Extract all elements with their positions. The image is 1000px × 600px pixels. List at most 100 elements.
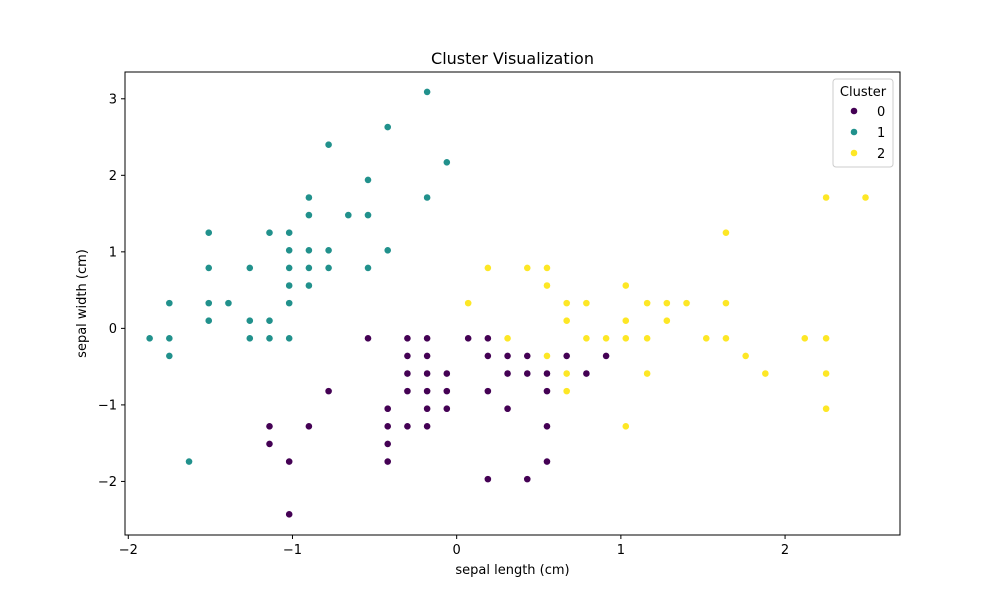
data-point-cluster-2 — [543, 264, 551, 272]
data-point-cluster-1 — [423, 193, 432, 202]
data-point-cluster-2 — [800, 334, 809, 343]
data-point-cluster-2 — [822, 334, 831, 343]
data-point-cluster-0 — [523, 369, 532, 378]
data-point-cluster-2 — [464, 299, 473, 308]
data-point-cluster-0 — [503, 369, 512, 378]
data-point-cluster-2 — [483, 264, 492, 272]
data-point-cluster-2 — [722, 334, 730, 343]
y-tick-label: 0 — [109, 322, 117, 337]
data-point-cluster-2 — [582, 299, 591, 308]
data-point-cluster-1 — [265, 334, 274, 343]
data-point-cluster-0 — [383, 422, 392, 431]
x-tick-label: −2 — [119, 543, 138, 558]
data-point-cluster-0 — [403, 387, 412, 396]
data-point-cluster-2 — [621, 334, 630, 343]
data-point-cluster-0 — [383, 404, 392, 413]
data-point-cluster-1 — [245, 334, 254, 343]
data-point-cluster-0 — [423, 352, 432, 360]
y-tick-label: 2 — [109, 169, 117, 184]
legend-marker-cluster-1 — [850, 128, 858, 136]
data-point-cluster-0 — [383, 440, 392, 448]
legend-label-cluster-1: 1 — [877, 126, 885, 141]
y-axis-label: sepal width (cm) — [75, 249, 90, 358]
data-point-cluster-1 — [324, 140, 333, 149]
data-point-cluster-1 — [364, 211, 372, 220]
x-tick-label: −1 — [283, 543, 302, 558]
data-point-cluster-2 — [722, 228, 730, 237]
data-point-cluster-0 — [423, 334, 432, 343]
data-point-cluster-1 — [304, 281, 313, 290]
data-point-cluster-0 — [403, 352, 412, 360]
data-point-cluster-0 — [543, 422, 551, 431]
data-point-cluster-0 — [285, 510, 294, 519]
data-point-cluster-0 — [423, 422, 432, 431]
data-point-cluster-2 — [643, 369, 652, 378]
data-point-cluster-0 — [442, 404, 451, 413]
legend-label-cluster-0: 0 — [877, 105, 885, 120]
data-point-cluster-0 — [464, 334, 473, 343]
data-point-cluster-0 — [503, 404, 512, 413]
data-point-cluster-0 — [285, 457, 294, 466]
data-point-cluster-0 — [304, 422, 313, 431]
data-point-cluster-0 — [523, 352, 532, 360]
data-point-cluster-2 — [761, 369, 770, 378]
data-point-cluster-1 — [442, 158, 451, 167]
data-point-cluster-2 — [562, 387, 571, 396]
data-point-cluster-2 — [662, 299, 671, 308]
data-point-cluster-2 — [822, 369, 831, 378]
data-point-cluster-1 — [383, 246, 392, 255]
legend-box — [832, 78, 894, 168]
data-point-cluster-1 — [185, 457, 193, 466]
data-point-cluster-1 — [285, 246, 294, 255]
data-point-cluster-0 — [383, 457, 392, 466]
data-point-cluster-1 — [285, 281, 294, 290]
data-point-cluster-0 — [503, 352, 512, 360]
data-point-cluster-1 — [204, 316, 213, 325]
data-point-cluster-2 — [662, 316, 671, 325]
data-point-cluster-1 — [204, 264, 213, 272]
points-layer — [145, 88, 870, 519]
data-point-cluster-1 — [285, 228, 294, 237]
y-axis: −2 −1 0 1 2 3 — [98, 92, 125, 490]
x-tick-label: 2 — [781, 543, 789, 558]
y-tick-label: 3 — [109, 92, 117, 107]
data-point-cluster-1 — [383, 123, 392, 131]
x-axis-label: sepal length (cm) — [455, 563, 569, 578]
data-point-cluster-1 — [423, 88, 432, 96]
data-point-cluster-1 — [285, 334, 294, 343]
data-point-cluster-0 — [562, 352, 571, 360]
data-point-cluster-2 — [682, 299, 691, 308]
legend-title: Cluster — [840, 85, 887, 100]
data-point-cluster-0 — [483, 475, 492, 484]
data-point-cluster-1 — [364, 264, 372, 272]
data-point-cluster-2 — [861, 193, 870, 202]
chart-title: Cluster Visualization — [431, 49, 594, 68]
data-point-cluster-0 — [324, 387, 333, 396]
data-point-cluster-2 — [543, 281, 551, 290]
data-point-cluster-0 — [602, 352, 610, 360]
y-tick-label: −1 — [98, 398, 117, 413]
data-point-cluster-0 — [483, 387, 492, 396]
data-point-cluster-2 — [822, 404, 831, 413]
data-point-cluster-1 — [165, 299, 174, 308]
y-tick-label: −2 — [98, 475, 117, 490]
data-point-cluster-0 — [442, 387, 451, 396]
data-point-cluster-0 — [403, 369, 412, 378]
data-point-cluster-2 — [621, 281, 630, 290]
data-point-cluster-1 — [145, 334, 154, 343]
data-point-cluster-2 — [602, 334, 610, 343]
x-tick-label: 0 — [453, 543, 461, 558]
data-point-cluster-1 — [304, 264, 313, 272]
data-point-cluster-1 — [245, 316, 254, 325]
legend-marker-cluster-2 — [850, 149, 858, 157]
data-point-cluster-0 — [403, 422, 412, 431]
data-point-cluster-1 — [304, 193, 313, 202]
data-point-cluster-1 — [204, 299, 213, 308]
data-point-cluster-0 — [265, 422, 274, 431]
data-point-cluster-0 — [543, 369, 551, 378]
plot-frame — [124, 71, 901, 536]
data-point-cluster-0 — [543, 387, 551, 396]
data-point-cluster-1 — [364, 176, 372, 184]
data-point-cluster-0 — [483, 352, 492, 360]
